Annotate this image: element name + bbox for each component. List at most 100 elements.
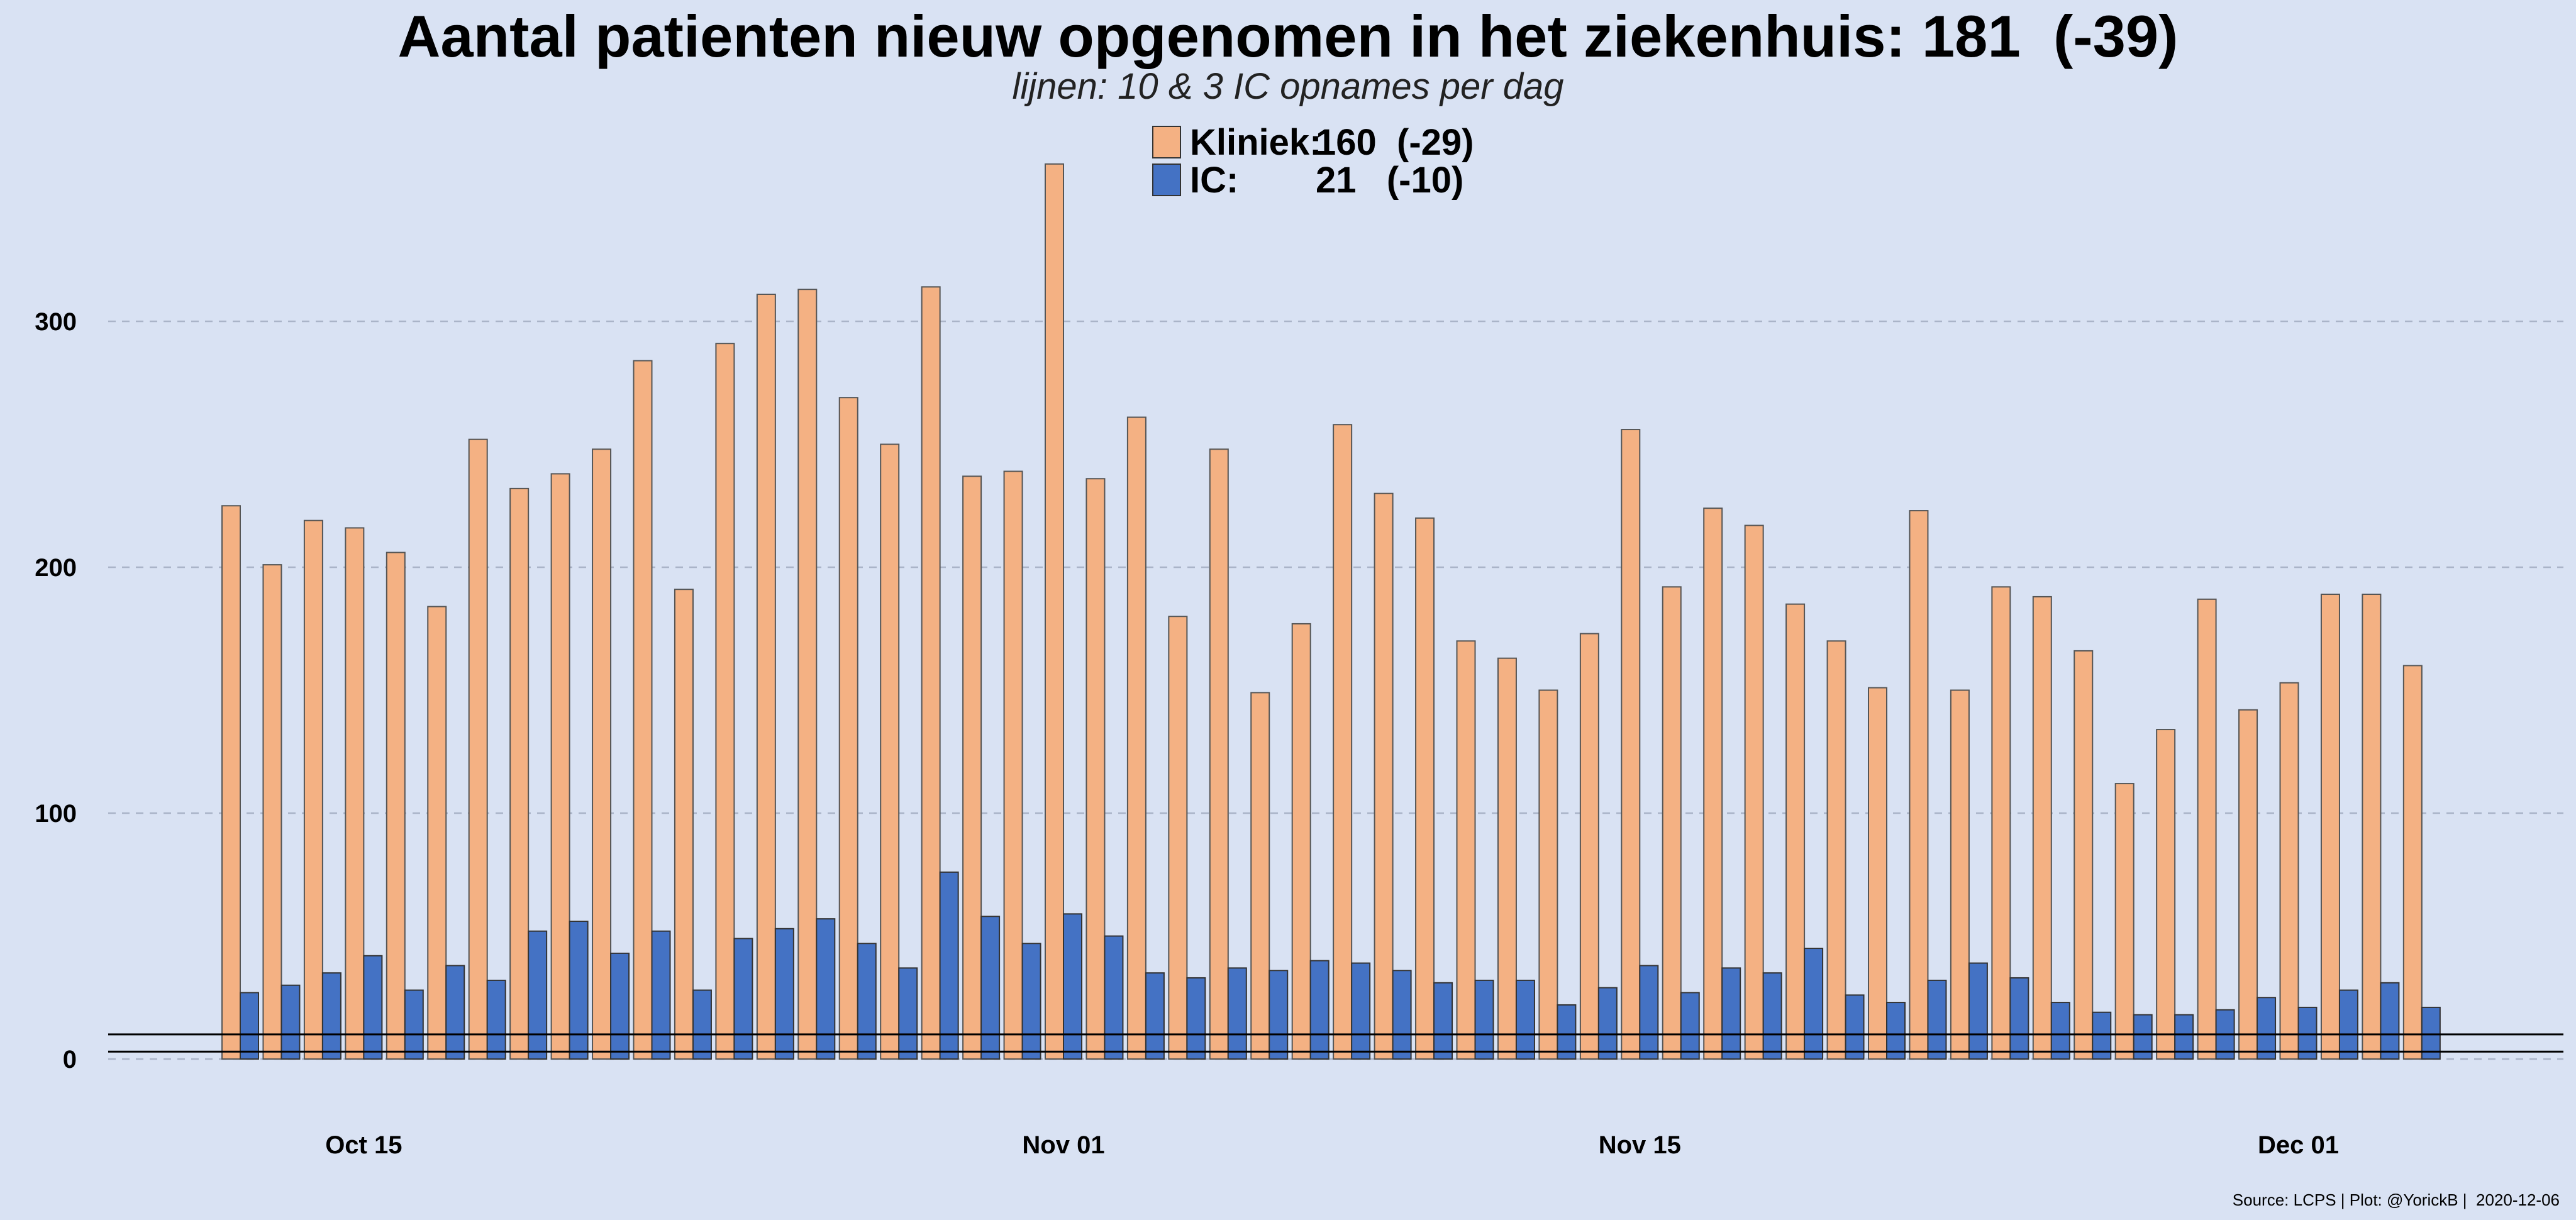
bar-kliniek [1209, 448, 1229, 1060]
chart-title: Aantal patienten nieuw opgenomen in het … [397, 3, 2179, 69]
bar-ic [1474, 979, 1494, 1060]
legend-value-kliniek: 160 (-29) [1316, 121, 1474, 163]
bar-ic [404, 989, 424, 1060]
bar-kliniek [2238, 709, 2258, 1060]
bar-ic [1021, 943, 1041, 1060]
bar-kliniek [756, 293, 776, 1060]
legend-entry-ic: IC: 21 (-10) [1152, 159, 1474, 201]
bar-kliniek [1456, 640, 1476, 1060]
legend-value-ic: 21 (-10) [1316, 159, 1464, 201]
bar-ic [1804, 948, 1824, 1060]
bar-kliniek [221, 505, 241, 1060]
legend: Kliniek: 160 (-29) IC: 21 (-10) [1152, 121, 1474, 201]
bar-kliniek [921, 286, 941, 1060]
bar-kliniek [1291, 623, 1311, 1060]
chart-subtitle: lijnen: 10 & 3 IC opnames per dag [1012, 66, 1564, 107]
bar-ic [1968, 962, 1988, 1060]
source-caption: Source: LCPS | Plot: @YorickB | 2020-12-… [2232, 1190, 2560, 1209]
bar-ic [857, 943, 877, 1060]
bar-kliniek [2032, 596, 2052, 1060]
bar-kliniek [1621, 429, 1641, 1060]
bar-ic [2421, 1006, 2441, 1060]
bar-kliniek [797, 289, 818, 1060]
bar-kliniek [1333, 424, 1353, 1060]
bar-kliniek [2156, 729, 2176, 1060]
bar-kliniek [1415, 517, 1435, 1060]
y-tick-label: 200 [35, 554, 77, 582]
bar-ic [1721, 967, 1741, 1060]
bar-kliniek [1909, 510, 1929, 1060]
bar-kliniek [509, 487, 530, 1060]
bar-kliniek [2279, 682, 2299, 1060]
x-tick-label: Oct 15 [325, 1131, 402, 1159]
bar-ic [240, 992, 259, 1060]
bar-kliniek [1579, 633, 1599, 1060]
bar-ic [486, 979, 506, 1060]
bar-kliniek [1785, 603, 1806, 1060]
bar-kliniek [2197, 598, 2217, 1060]
bar-ic [1433, 982, 1453, 1060]
legend-entry-kliniek: Kliniek: 160 (-29) [1152, 121, 1474, 163]
bar-ic [1639, 965, 1659, 1060]
bar-ic [1886, 1002, 1906, 1060]
bar-kliniek [2402, 665, 2423, 1060]
bar-ic [569, 921, 589, 1060]
bar-kliniek [1826, 640, 1846, 1060]
bar-ic [816, 918, 836, 1060]
bar-ic [651, 930, 671, 1060]
bar-kliniek [2320, 594, 2340, 1060]
bar-kliniek [880, 443, 900, 1060]
bar-ic [2380, 982, 2400, 1060]
bar-kliniek [1868, 687, 1887, 1060]
bar-ic [1680, 992, 1700, 1060]
x-tick-label: Nov 15 [1599, 1131, 1681, 1159]
y-tick-label: 100 [35, 800, 77, 828]
bar-ic [939, 871, 959, 1060]
bar-kliniek [2074, 650, 2094, 1060]
legend-swatch-kliniek [1152, 126, 1181, 158]
bar-ic [1515, 979, 1535, 1060]
bar-kliniek [1497, 657, 1517, 1060]
bar-kliniek [1250, 692, 1270, 1060]
bar-kliniek [1045, 163, 1064, 1060]
bar-ic [692, 989, 712, 1060]
bar-ic [1762, 972, 1782, 1060]
bar-ic [2257, 997, 2277, 1060]
bar-kliniek [1744, 524, 1764, 1060]
bar-kliniek [550, 473, 570, 1060]
bar-kliniek [674, 589, 694, 1060]
bar-kliniek [1662, 586, 1682, 1060]
bar-ic [1269, 970, 1289, 1060]
bar-ic [528, 930, 548, 1060]
y-tick-label: 0 [63, 1046, 77, 1073]
bar-kliniek [715, 343, 735, 1060]
bar-ic [2297, 1006, 2318, 1060]
bar-ic [445, 965, 465, 1060]
bar-ic [1063, 913, 1082, 1060]
bar-ic [1392, 970, 1412, 1060]
bar-kliniek [427, 606, 447, 1060]
bar-ic [980, 916, 1001, 1060]
legend-label-ic: IC: [1190, 159, 1239, 201]
bar-kliniek [345, 527, 365, 1060]
bar-kliniek [1003, 470, 1023, 1060]
bar-kliniek [468, 438, 488, 1060]
bar-kliniek [1374, 492, 1394, 1060]
bar-ic [1309, 960, 1330, 1060]
bar-kliniek [962, 475, 982, 1060]
bar-kliniek [386, 552, 406, 1060]
bar-ic [1351, 962, 1371, 1060]
bar-ic [1845, 994, 1865, 1060]
bar-ic [774, 928, 794, 1060]
bar-ic [898, 967, 918, 1060]
x-tick-label: Dec 01 [2258, 1131, 2339, 1159]
bar-ic [1104, 935, 1124, 1060]
bar-kliniek [303, 519, 323, 1060]
bar-ic [1186, 977, 1206, 1060]
bar-kliniek [1126, 416, 1146, 1060]
bar-ic [1597, 987, 1618, 1060]
bar-kliniek [1168, 616, 1188, 1060]
bar-kliniek [262, 564, 282, 1060]
bar-ic [2009, 977, 2029, 1060]
